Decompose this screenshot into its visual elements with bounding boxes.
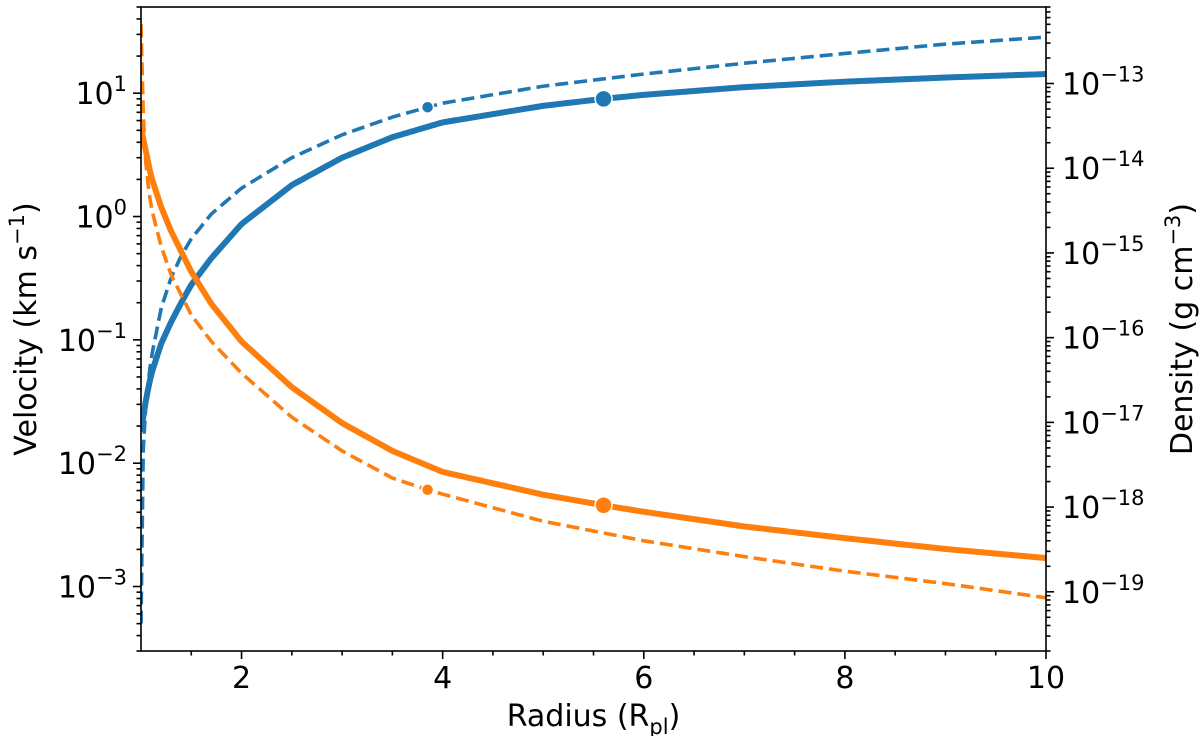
series-layer (141, 24, 1046, 624)
y-left-tick-label: 100 (75, 196, 127, 236)
y-left-tick-label: 101 (75, 72, 127, 112)
y-right-tick-label: 10−15 (1062, 232, 1145, 272)
y-right-tick-label: 10−14 (1062, 147, 1145, 187)
tick-labels-layer: 2 4 6 8 10 101 100 10−1 10−2 10−3 10−13 10−14 10−15 1… (58, 63, 1145, 696)
velocity-solid-line (141, 71, 1046, 433)
density-solid-marker (594, 496, 613, 515)
density-solid-line (141, 127, 1046, 562)
y-left-tick-label: 10−2 (58, 442, 127, 482)
x-tick-label: 8 (835, 661, 854, 696)
y-right-axis-title: Density (g cm−3) (1161, 203, 1200, 455)
x-tick-label: 4 (433, 661, 452, 696)
velocity-dashed-marker (420, 100, 435, 114)
y-right-tick-label: 10−16 (1062, 317, 1145, 357)
y-right-tick-label: 10−19 (1062, 571, 1145, 611)
x-tick-label: 6 (634, 661, 653, 696)
plot-frame (140, 6, 1047, 652)
velocity-solid-marker (594, 89, 613, 109)
density-dashed-line (141, 24, 1046, 600)
x-axis-title: Radius (Rpl) (507, 699, 681, 736)
y-left-axis-title: Velocity (km s−1) (5, 202, 44, 455)
y-right-tick-label: 10−17 (1062, 401, 1145, 441)
x-tick-label: 2 (232, 661, 251, 696)
marker-layer (420, 89, 613, 515)
x-tick-label: 10 (1027, 661, 1065, 696)
y-right-tick-label: 10−13 (1062, 63, 1145, 103)
ticks-layer (133, 6, 1054, 659)
y-right-tick-label: 10−18 (1062, 486, 1145, 526)
velocity-dashed-line (141, 35, 1046, 624)
y-left-tick-label: 10−3 (58, 566, 127, 606)
density-dashed-marker (420, 483, 435, 497)
y-left-tick-label: 10−1 (58, 319, 127, 359)
